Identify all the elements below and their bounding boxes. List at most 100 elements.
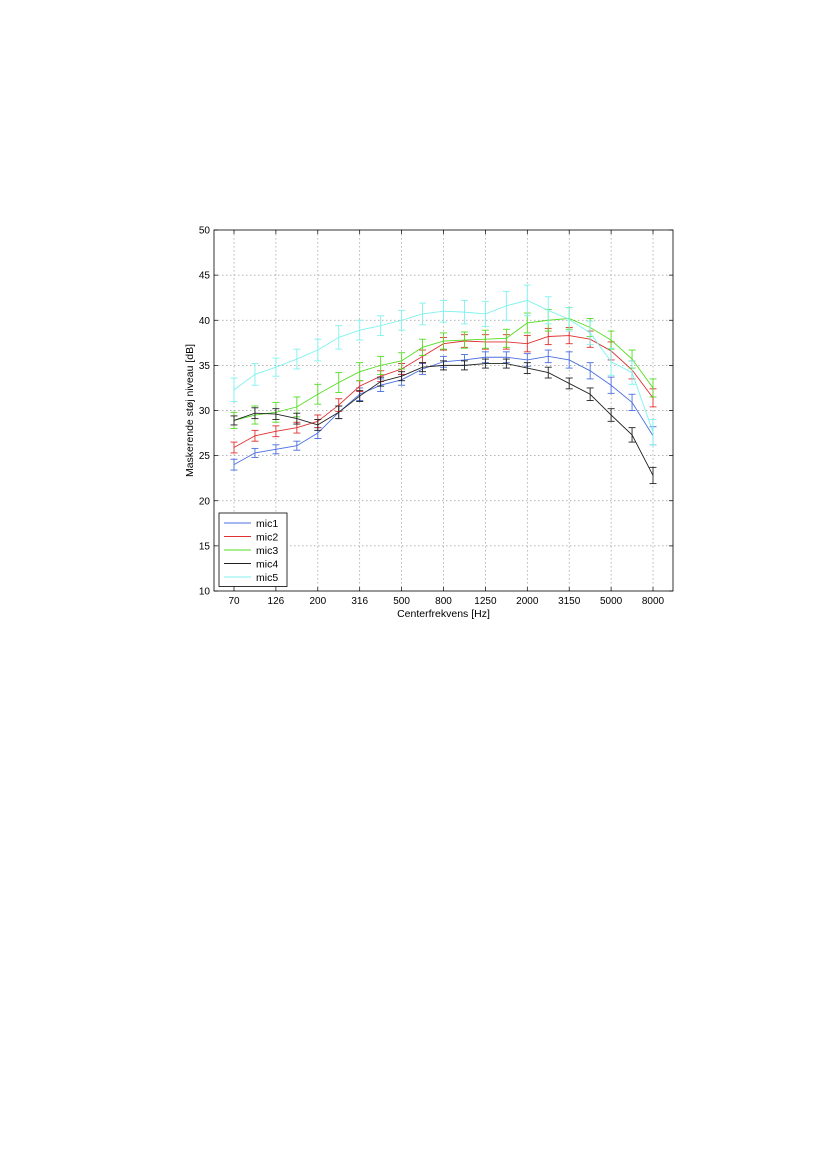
error-bar bbox=[523, 335, 531, 353]
error-bar bbox=[230, 441, 238, 454]
error-bar bbox=[607, 408, 615, 422]
error-bar bbox=[544, 366, 552, 379]
error-bar bbox=[460, 360, 468, 371]
error-bar bbox=[544, 349, 552, 364]
error-bar bbox=[502, 358, 510, 369]
y-tick-label: 30 bbox=[199, 406, 211, 417]
series-layer bbox=[230, 284, 657, 485]
error-bar bbox=[272, 444, 280, 455]
x-tick-labels: 70 126 200 316 500 800 1250 2000 3150 5000 8000 bbox=[228, 596, 664, 607]
x-tick-label: 800 bbox=[435, 596, 452, 607]
series-mic5 bbox=[230, 284, 657, 446]
error-bar bbox=[251, 407, 259, 420]
error-bar bbox=[502, 328, 510, 348]
error-bar bbox=[251, 429, 259, 442]
x-tick-label: 70 bbox=[228, 596, 240, 607]
error-bar bbox=[481, 329, 489, 349]
error-bar bbox=[230, 377, 238, 402]
error-bar bbox=[377, 376, 385, 387]
series-mic4 bbox=[230, 358, 657, 485]
legend-label: mic2 bbox=[256, 531, 278, 543]
error-bar bbox=[398, 309, 406, 331]
error-bar bbox=[398, 371, 406, 382]
error-bar bbox=[251, 363, 259, 386]
x-tick-label: 1250 bbox=[474, 596, 497, 607]
y-tick-labels: 10 15 20 25 30 35 40 45 50 bbox=[199, 226, 211, 598]
error-bar bbox=[419, 338, 427, 356]
x-axis-label: Centerfrekvens [Hz] bbox=[397, 608, 490, 620]
legend-label: mic4 bbox=[256, 558, 278, 570]
y-tick-label: 35 bbox=[199, 361, 211, 372]
grid bbox=[214, 230, 673, 591]
ticks bbox=[214, 229, 673, 592]
error-bar bbox=[523, 284, 531, 317]
y-tick-label: 45 bbox=[199, 271, 211, 282]
legend-label: mic1 bbox=[256, 518, 278, 530]
error-bar bbox=[419, 302, 427, 326]
error-bar bbox=[628, 427, 636, 443]
error-bar bbox=[565, 377, 573, 390]
error-bar bbox=[377, 315, 385, 337]
error-bar bbox=[230, 458, 238, 471]
error-bar bbox=[272, 357, 280, 377]
error-bar bbox=[377, 355, 385, 375]
error-bar bbox=[314, 419, 322, 431]
error-bar bbox=[460, 299, 468, 325]
error-bar bbox=[586, 320, 594, 346]
y-axis-label: Maskerende støj niveau [dB] bbox=[184, 344, 196, 477]
error-bar bbox=[628, 393, 636, 411]
error-bar bbox=[314, 383, 322, 405]
error-bar bbox=[481, 358, 489, 369]
error-bar bbox=[230, 415, 238, 426]
error-bar bbox=[502, 290, 510, 321]
error-bar bbox=[419, 362, 427, 373]
error-bar bbox=[440, 360, 447, 371]
error-bar bbox=[481, 300, 489, 328]
x-tick-label: 2000 bbox=[516, 596, 539, 607]
error-bar bbox=[356, 362, 364, 382]
error-bar bbox=[398, 352, 406, 370]
y-tick-label: 50 bbox=[199, 226, 211, 237]
error-bar bbox=[356, 319, 364, 341]
x-tick-label: 126 bbox=[268, 596, 285, 607]
x-tick-label: 200 bbox=[309, 596, 326, 607]
error-bar bbox=[649, 378, 657, 398]
y-tick-label: 20 bbox=[199, 496, 211, 507]
error-bar bbox=[335, 325, 343, 350]
y-tick-label: 15 bbox=[199, 541, 211, 552]
error-bar bbox=[565, 307, 573, 332]
error-bar bbox=[607, 347, 615, 376]
legend-label: mic3 bbox=[256, 545, 278, 557]
error-bar bbox=[649, 419, 657, 446]
error-bar bbox=[314, 338, 322, 362]
error-bar bbox=[586, 387, 594, 402]
error-bar bbox=[565, 351, 573, 369]
error-bar bbox=[440, 332, 447, 350]
y-tick-label: 40 bbox=[199, 316, 211, 327]
error-bar bbox=[607, 376, 615, 394]
error-bar bbox=[251, 447, 259, 458]
error-bar bbox=[628, 360, 636, 385]
error-bar bbox=[356, 390, 364, 402]
error-bar bbox=[523, 362, 531, 374]
x-tick-label: 316 bbox=[351, 596, 368, 607]
error-bar bbox=[272, 408, 280, 420]
error-bar bbox=[649, 466, 657, 485]
error-bar bbox=[272, 425, 280, 438]
error-bar bbox=[335, 405, 343, 420]
error-bar bbox=[460, 331, 468, 349]
legend-label: mic5 bbox=[256, 572, 278, 584]
x-tick-label: 8000 bbox=[642, 596, 665, 607]
y-tick-label: 10 bbox=[199, 587, 211, 598]
x-tick-label: 5000 bbox=[600, 596, 623, 607]
error-bar bbox=[335, 372, 343, 393]
x-tick-label: 500 bbox=[393, 596, 410, 607]
x-tick-label: 3150 bbox=[558, 596, 581, 607]
error-bar bbox=[293, 348, 301, 370]
error-bar bbox=[440, 299, 447, 323]
error-bar bbox=[293, 412, 301, 425]
error-bar bbox=[586, 362, 594, 380]
error-bar bbox=[293, 440, 301, 451]
